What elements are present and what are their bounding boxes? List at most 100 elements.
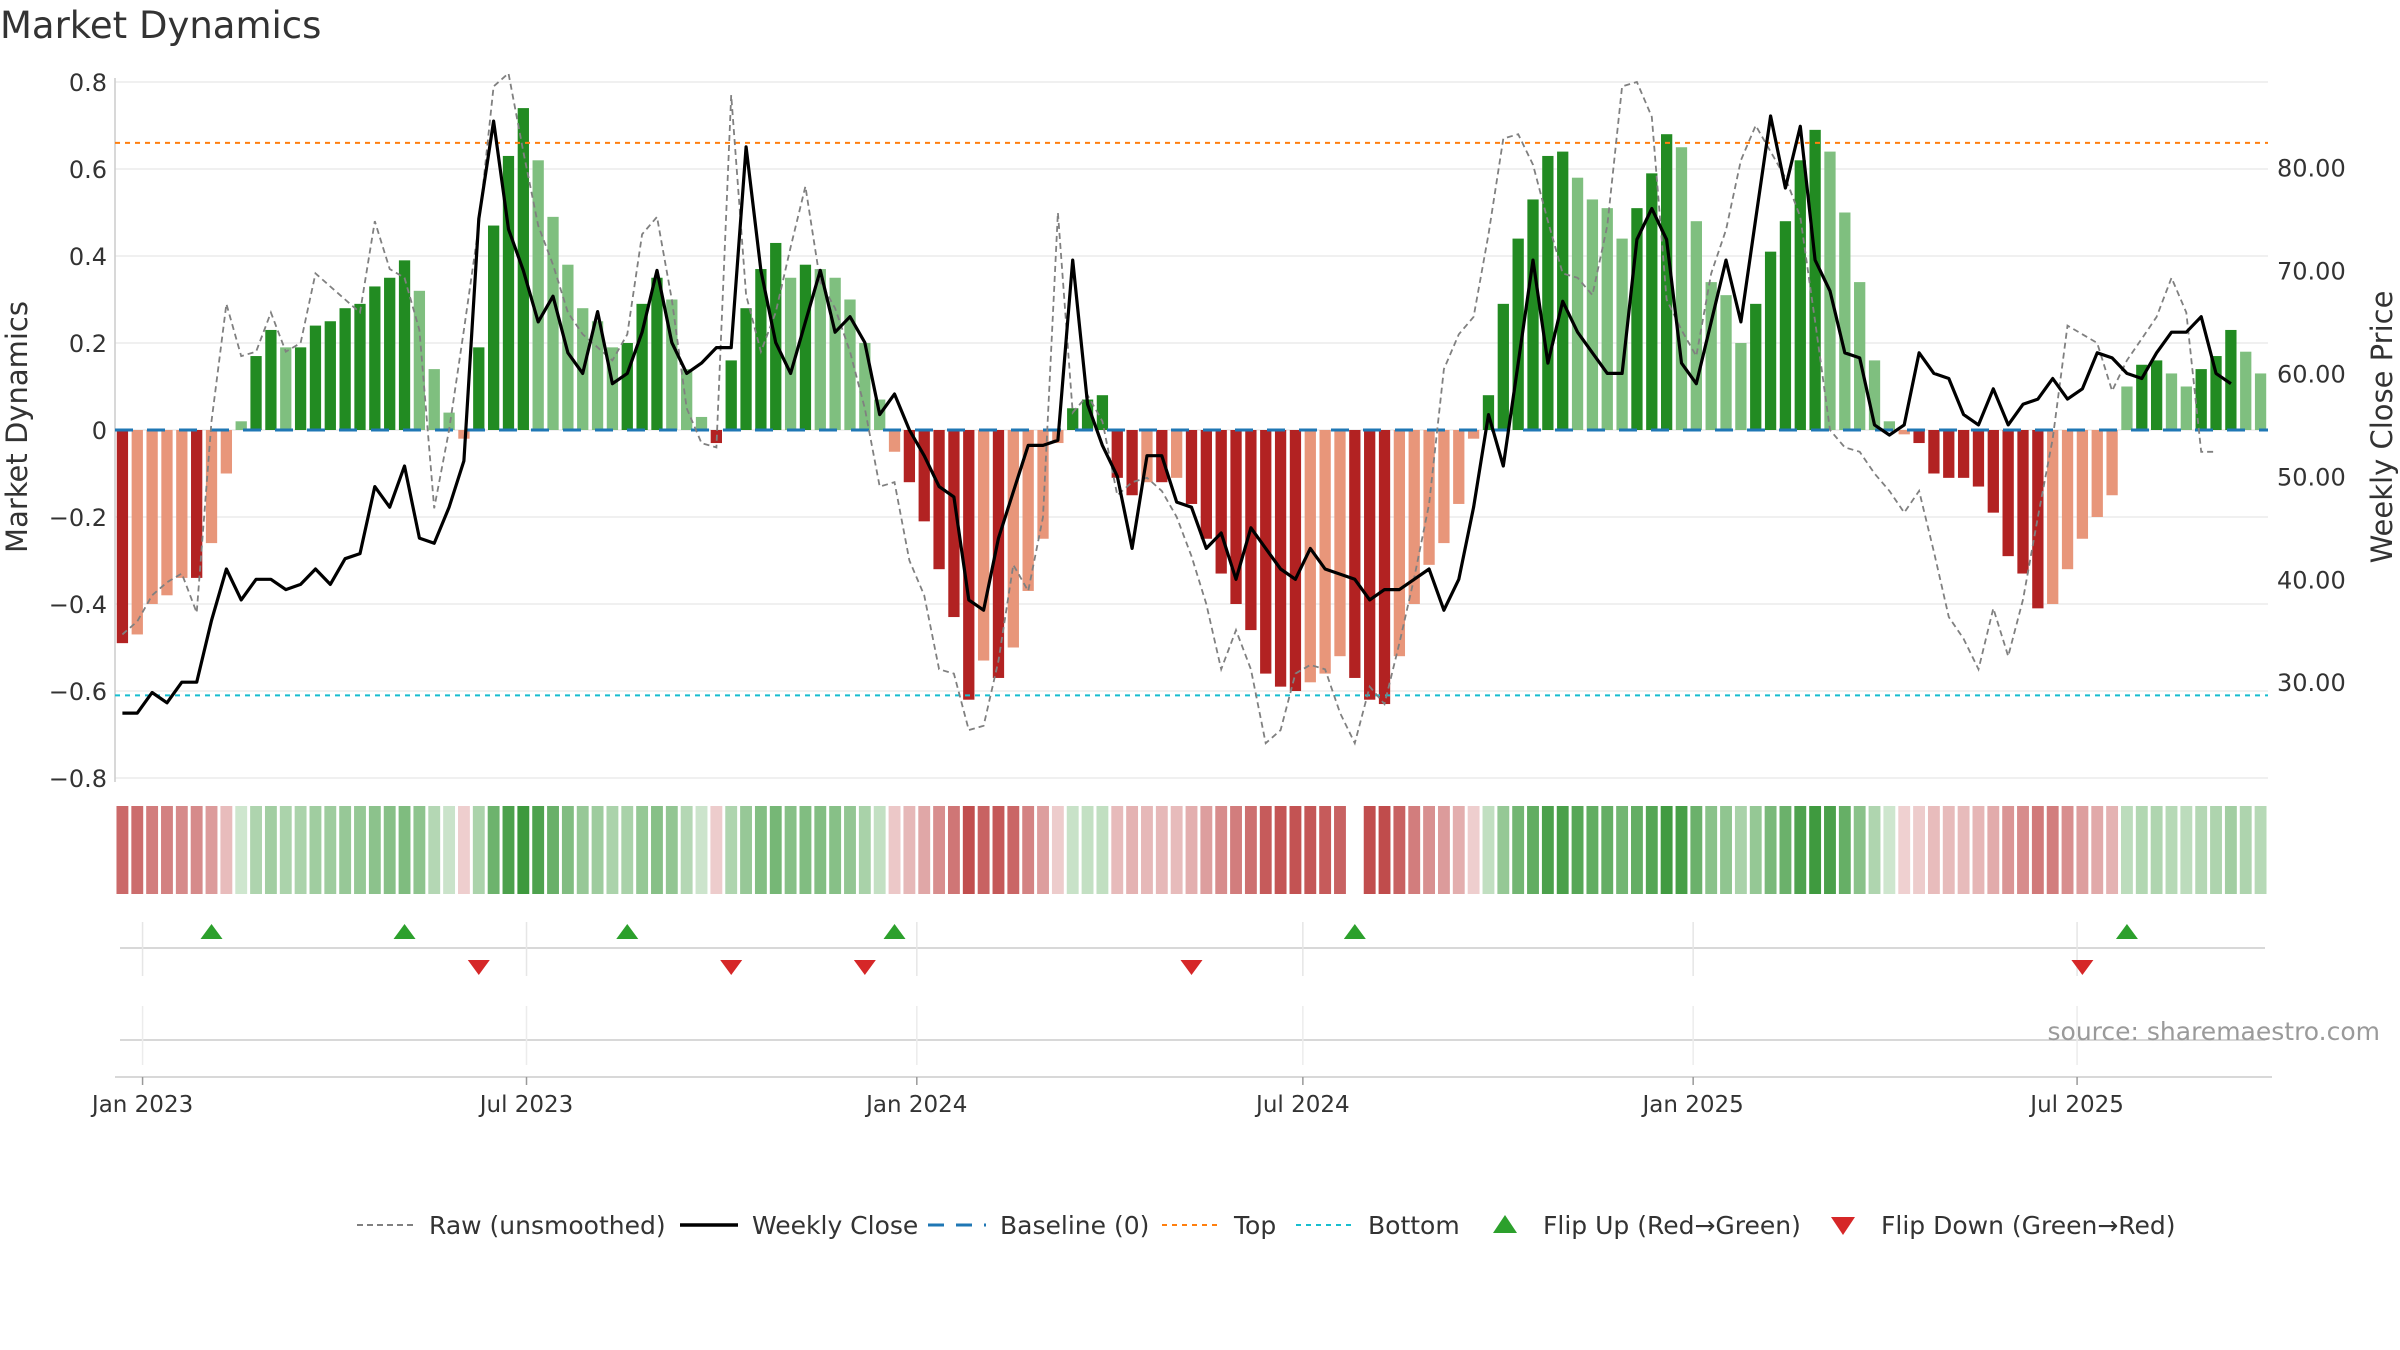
strip-cell bbox=[1155, 806, 1168, 894]
strip-cell bbox=[621, 806, 634, 894]
flip-up-marker bbox=[393, 924, 416, 939]
bar bbox=[1260, 430, 1272, 674]
strip-cell bbox=[309, 806, 322, 894]
bar bbox=[1854, 282, 1866, 430]
strip-cell bbox=[2106, 806, 2119, 894]
strip-cell bbox=[1007, 806, 1020, 894]
bar bbox=[1542, 155, 1554, 430]
strip-cell bbox=[279, 806, 292, 894]
strip-cell bbox=[1244, 806, 1257, 894]
bar bbox=[918, 430, 930, 522]
bar bbox=[2240, 351, 2252, 430]
strip-cell bbox=[710, 806, 723, 894]
flip-down-marker bbox=[720, 960, 743, 975]
strip-cell bbox=[532, 806, 545, 894]
strip-cell bbox=[1111, 806, 1124, 894]
bar bbox=[1185, 430, 1198, 504]
strip-cell bbox=[354, 806, 366, 894]
flip-up-marker bbox=[200, 924, 223, 939]
bar bbox=[651, 277, 663, 430]
bar bbox=[176, 430, 188, 578]
bar bbox=[829, 277, 841, 430]
strip-cell bbox=[502, 806, 515, 894]
strip-cell bbox=[547, 806, 559, 894]
strip-cell bbox=[368, 806, 381, 894]
bar bbox=[1319, 430, 1331, 674]
bar bbox=[1200, 430, 1212, 539]
strip-cell bbox=[1824, 806, 1836, 894]
x-tick-label: Jul 2024 bbox=[1254, 1092, 1350, 1118]
strip-cell bbox=[2210, 806, 2222, 894]
strip-cell bbox=[1259, 806, 1272, 894]
bar bbox=[1557, 151, 1569, 430]
bar bbox=[1794, 160, 1806, 431]
strip-cell bbox=[1764, 806, 1777, 894]
bar bbox=[1349, 430, 1361, 678]
bar bbox=[324, 321, 336, 430]
strip-cell bbox=[1586, 806, 1599, 894]
strip-cell bbox=[1334, 806, 1346, 894]
bar bbox=[1171, 430, 1183, 478]
bar bbox=[2121, 386, 2133, 430]
strip-cell bbox=[1051, 806, 1064, 894]
bar bbox=[1913, 430, 1925, 444]
bar bbox=[1334, 430, 1346, 657]
y2-tick-label: 70.00 bbox=[2277, 257, 2346, 285]
strip-cell bbox=[814, 806, 827, 894]
strip-cell bbox=[1378, 806, 1391, 894]
strip-cell bbox=[1170, 806, 1183, 894]
bar bbox=[1601, 208, 1613, 430]
strip-cell bbox=[2180, 806, 2193, 894]
bar bbox=[992, 430, 1005, 678]
bar bbox=[903, 430, 916, 483]
strip-cell bbox=[235, 806, 248, 894]
bar bbox=[1898, 430, 1910, 435]
bar bbox=[2254, 373, 2267, 430]
strip-cell bbox=[2254, 806, 2267, 894]
legend-label: Top bbox=[1233, 1211, 1276, 1240]
strip-cell bbox=[2002, 806, 2015, 894]
bar bbox=[1438, 430, 1450, 544]
bar bbox=[1527, 199, 1539, 430]
bar bbox=[1482, 395, 1495, 430]
bar bbox=[1408, 430, 1420, 604]
strip-cell bbox=[2076, 806, 2089, 894]
strip-cell bbox=[858, 806, 871, 894]
bar bbox=[1081, 399, 1094, 430]
chart-title: Market Dynamics bbox=[0, 4, 321, 47]
bar bbox=[1215, 430, 1227, 574]
bar bbox=[161, 430, 173, 596]
bar bbox=[1096, 395, 1109, 430]
bar bbox=[814, 269, 826, 430]
flip-down-marker bbox=[1180, 960, 1203, 975]
bar bbox=[606, 347, 619, 430]
strip-cell bbox=[2239, 806, 2252, 894]
strip-cell bbox=[1304, 806, 1317, 894]
bar bbox=[948, 430, 960, 618]
strip-cell bbox=[769, 806, 782, 894]
bar bbox=[844, 299, 856, 430]
legend-label: Bottom bbox=[1368, 1211, 1460, 1240]
strip-cell bbox=[1274, 806, 1287, 894]
strip-cell bbox=[205, 806, 218, 894]
strip-cell bbox=[2061, 806, 2074, 894]
strip-cell bbox=[190, 806, 203, 894]
strip-cell bbox=[1913, 806, 1926, 894]
y2-tick-labels: 80.00 70.00 60.00 50.00 40.00 30.00 bbox=[2277, 154, 2346, 697]
bar bbox=[1735, 343, 1747, 430]
bar bbox=[1987, 430, 1999, 513]
bar bbox=[1883, 421, 1896, 430]
bar bbox=[2165, 373, 2178, 430]
bar bbox=[1586, 199, 1599, 430]
bar bbox=[1512, 238, 1524, 430]
bar bbox=[591, 321, 604, 430]
legend-label: Flip Up (Red→Green) bbox=[1543, 1211, 1801, 1240]
strip-cell bbox=[220, 806, 233, 894]
bar bbox=[1839, 212, 1851, 430]
bar bbox=[2195, 369, 2207, 430]
bar bbox=[2150, 360, 2163, 430]
strip-cell bbox=[903, 806, 916, 894]
bar bbox=[1304, 430, 1316, 683]
legend-item: Weekly Close bbox=[680, 1211, 918, 1240]
strip-cell bbox=[1957, 806, 1970, 894]
